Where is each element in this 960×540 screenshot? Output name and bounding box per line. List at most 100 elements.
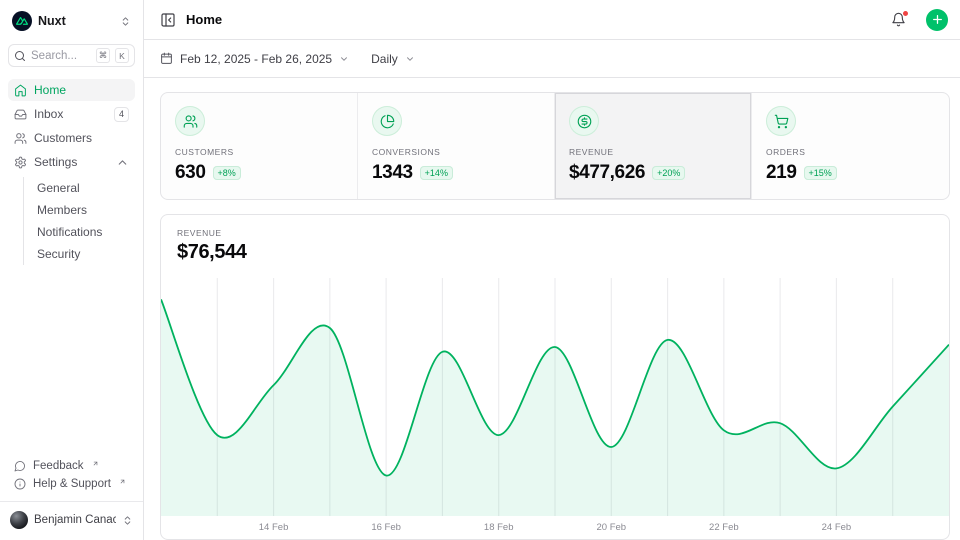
user-name: Benjamin Canac (34, 514, 116, 526)
inbox-icon (14, 108, 27, 121)
sidebar-item-home[interactable]: Home (8, 79, 135, 101)
avatar (10, 511, 28, 529)
stat-value: 219 (766, 162, 797, 184)
notifications-button[interactable] (891, 12, 906, 27)
page-header: Home (144, 0, 960, 40)
content: CUSTOMERS 630 +8% CONVERSIONS 1343 +14% (144, 78, 960, 540)
stat-card-customers[interactable]: CUSTOMERS 630 +8% (161, 93, 358, 199)
subitem-label: Members (37, 203, 87, 217)
delta-badge: +8% (213, 166, 241, 180)
users-icon (175, 106, 205, 136)
delta-badge: +20% (652, 166, 685, 180)
sidebar-footer: Feedback Help & Support Benjamin Canac (8, 457, 135, 532)
workspace-switcher[interactable]: Nuxt (8, 8, 135, 34)
stat-card-conversions[interactable]: CONVERSIONS 1343 +14% (358, 93, 555, 199)
app-window: Nuxt ⌘ K Home Inbox 4 Customers (0, 0, 960, 540)
stat-value: 1343 (372, 162, 413, 184)
info-icon (14, 478, 26, 490)
chat-bubble-icon (14, 460, 26, 472)
sidebar-subitem-members[interactable]: Members (24, 199, 135, 221)
footer-item-label: Help & Support (33, 478, 111, 490)
pie-chart-icon (372, 106, 402, 136)
chart-header: REVENUE $76,544 (161, 215, 949, 264)
sidebar-item-label: Customers (34, 131, 92, 145)
circle-dollar-icon (569, 106, 599, 136)
feedback-link[interactable]: Feedback (8, 457, 135, 475)
inbox-count-badge: 4 (114, 107, 129, 122)
x-tick-label: 14 Feb (259, 522, 289, 533)
kbd-k: K (115, 48, 129, 63)
stat-value: $477,626 (569, 162, 645, 184)
date-range-value: Feb 12, 2025 - Feb 26, 2025 (180, 52, 332, 66)
sidebar-collapse-button[interactable] (160, 12, 176, 28)
external-link-icon (119, 478, 126, 485)
x-tick-label: 24 Feb (822, 522, 852, 533)
footer-item-label: Feedback (33, 460, 84, 472)
x-tick-label: 22 Feb (709, 522, 739, 533)
filters-toolbar: Feb 12, 2025 - Feb 26, 2025 Daily (144, 40, 960, 78)
chevrons-up-down-icon (122, 515, 133, 526)
sidebar-item-settings[interactable]: Settings (8, 151, 135, 173)
notification-dot (902, 10, 909, 17)
stat-card-revenue[interactable]: REVENUE $477,626 +20% (555, 93, 752, 199)
help-support-link[interactable]: Help & Support (8, 475, 135, 493)
sidebar: Nuxt ⌘ K Home Inbox 4 Customers (0, 0, 144, 540)
stat-label: ORDERS (766, 147, 935, 157)
plus-icon (931, 13, 944, 26)
x-tick-label: 20 Feb (596, 522, 626, 533)
sidebar-nav: Home Inbox 4 Customers Settings General … (8, 79, 135, 265)
sidebar-item-label: Home (34, 83, 66, 97)
delta-badge: +15% (804, 166, 837, 180)
kbd-cmd: ⌘ (96, 48, 110, 63)
sidebar-subitem-security[interactable]: Security (24, 243, 135, 265)
search-box[interactable]: ⌘ K (8, 44, 135, 67)
delta-badge: +14% (420, 166, 453, 180)
chart-title: REVENUE (177, 228, 933, 238)
sidebar-item-customers[interactable]: Customers (8, 127, 135, 149)
stats-row: CUSTOMERS 630 +8% CONVERSIONS 1343 +14% (160, 92, 950, 200)
main-area: Home Feb 12, 2025 - Feb 26, 2025 Daily (144, 0, 960, 540)
sidebar-subitem-notifications[interactable]: Notifications (24, 221, 135, 243)
period-value: Daily (371, 52, 398, 66)
workspace-name: Nuxt (38, 14, 114, 28)
subitem-label: Security (37, 247, 80, 261)
search-input[interactable] (31, 50, 91, 62)
panel-left-close-icon (160, 12, 176, 28)
chevron-up-icon (116, 156, 129, 169)
chevron-down-icon (405, 54, 415, 64)
external-link-icon (92, 460, 99, 467)
chart-plot-area[interactable] (161, 278, 949, 516)
subitem-label: Notifications (37, 225, 102, 239)
chart-current-value: $76,544 (177, 241, 933, 264)
stat-card-orders[interactable]: ORDERS 219 +15% (752, 93, 949, 199)
cart-icon (766, 106, 796, 136)
period-select[interactable]: Daily (371, 52, 415, 66)
stat-label: CUSTOMERS (175, 147, 343, 157)
settings-submenu: General Members Notifications Security (23, 177, 135, 265)
sidebar-item-label: Inbox (34, 107, 63, 121)
user-menu[interactable]: Benjamin Canac (0, 501, 143, 532)
chevrons-up-down-icon (120, 16, 131, 27)
add-button[interactable] (926, 9, 948, 31)
sidebar-item-inbox[interactable]: Inbox 4 (8, 103, 135, 125)
revenue-area-chart (161, 278, 949, 516)
search-icon (14, 50, 26, 62)
home-icon (14, 84, 27, 97)
chevron-down-icon (339, 54, 349, 64)
date-range-picker[interactable]: Feb 12, 2025 - Feb 26, 2025 (160, 52, 349, 66)
revenue-chart-card: REVENUE $76,544 14 Feb 16 Feb 18 Feb 20 Feb… (160, 214, 950, 540)
x-tick-label: 18 Feb (484, 522, 514, 533)
gear-icon (14, 156, 27, 169)
stat-label: REVENUE (569, 147, 737, 157)
sidebar-subitem-general[interactable]: General (24, 177, 135, 199)
sidebar-item-label: Settings (34, 155, 77, 169)
x-tick-label: 16 Feb (371, 522, 401, 533)
nuxt-logo-icon (12, 11, 32, 31)
subitem-label: General (37, 181, 80, 195)
x-axis-ticks: 14 Feb 16 Feb 18 Feb 20 Feb 22 Feb 24 Feb (161, 516, 949, 540)
calendar-icon (160, 52, 173, 65)
page-title: Home (186, 12, 222, 27)
stat-label: CONVERSIONS (372, 147, 540, 157)
users-icon (14, 132, 27, 145)
stat-value: 630 (175, 162, 206, 184)
